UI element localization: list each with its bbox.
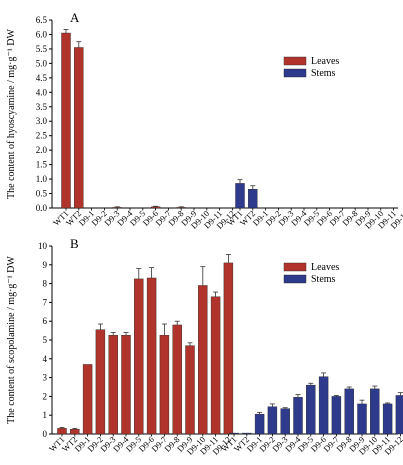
bar [382,403,393,435]
bar [185,345,195,435]
bar [108,335,118,435]
y-tick-label: 2.5 [36,131,48,141]
bar [74,47,84,209]
bar [344,388,354,435]
y-tick-label: 0.0 [36,203,48,213]
bar [159,335,170,435]
y-axis-label: The content of scopolamine / mg·g⁻¹ DW [6,256,17,424]
bar [306,384,316,435]
series-stems: WT1WT2D9-1D9-2D9-3D9-4D9-5D9-6D9-7D9-8D9… [219,372,403,457]
y-tick-label: 1.5 [36,160,48,170]
series-leaves: WT1WT2D9-1D9-2D9-3D9-4D9-5D9-6D9-7D9-8D9… [47,254,234,457]
chart-panel-2: 0 1 2 3 4 5 6 7 8 9 10 The content of scopolamine /… [6,236,403,457]
bar [318,376,329,435]
y-tick-label: 5.5 [36,44,48,54]
y-tick-label: 2.0 [36,145,48,155]
bar [267,406,278,435]
y-tick-label: 2 [43,391,48,401]
panel-label: B [70,236,79,251]
y-tick-label: 4 [43,354,48,364]
bar [198,285,208,435]
bar [121,335,131,435]
bar [95,329,106,435]
bar [293,397,303,435]
bar [146,277,157,435]
y-tick-label: 1.0 [36,174,48,184]
bar [57,428,67,435]
legend-swatch [283,68,307,78]
legend-swatch [283,56,307,66]
y-tick-label: 0.5 [36,189,48,199]
bar [248,188,258,209]
bar [210,296,221,435]
y-tick-label: 6.0 [36,29,48,39]
bar [223,262,234,435]
bar [370,388,380,435]
y-tick-label: 3 [43,373,48,383]
y-tick-label: 4.5 [36,73,48,83]
bar [331,396,342,435]
bar [254,414,265,435]
bar [70,429,80,435]
y-tick-label: 5 [43,335,48,345]
y-tick-label: 3.5 [36,102,48,112]
legend-swatch [283,274,307,284]
legend-label: Leaves [311,262,339,273]
bar [395,395,403,435]
y-axis-label: The content of hyoscyamine / mg·g⁻¹ DW [6,28,17,198]
y-tick-label: 4.0 [36,87,48,97]
legend-label: Leaves [311,56,339,67]
panel-label: A [70,10,80,25]
series-leaves: WT1WT2D9-1D9-2D9-3D9-4D9-5D9-6D9-7D9-8D9… [51,29,237,231]
bar [357,403,367,435]
y-tick-label: 3.0 [36,116,48,126]
y-tick-label: 1 [43,410,48,420]
legend-label: Stems [311,68,336,79]
bar [82,364,93,435]
legend-label: Stems [311,274,336,285]
y-tick-label: 8 [43,279,48,289]
bar [280,408,290,435]
bar [172,324,182,435]
bar [235,183,245,209]
y-tick-label: 9 [43,260,48,270]
y-tick-label: 6 [43,316,48,326]
bar [61,32,71,209]
y-tick-label: 0 [43,429,48,439]
y-tick-label: 10 [38,241,48,251]
series-stems: WT1WT2D9-1D9-2D9-3D9-4D9-5D9-6D9-7D9-8D9… [225,179,403,231]
y-tick-label: 5.0 [36,58,48,68]
y-tick-label: 6.5 [36,15,48,25]
y-tick-label: 7 [43,297,48,307]
bar [150,206,161,209]
legend-swatch [283,262,307,272]
bar [134,278,144,435]
chart-panel-1: 0.0 0.5 1.0 1.5 2.0 2.5 3.0 3.5 4.0 4.5 5.0 5.5 6.0 6… [6,10,403,231]
